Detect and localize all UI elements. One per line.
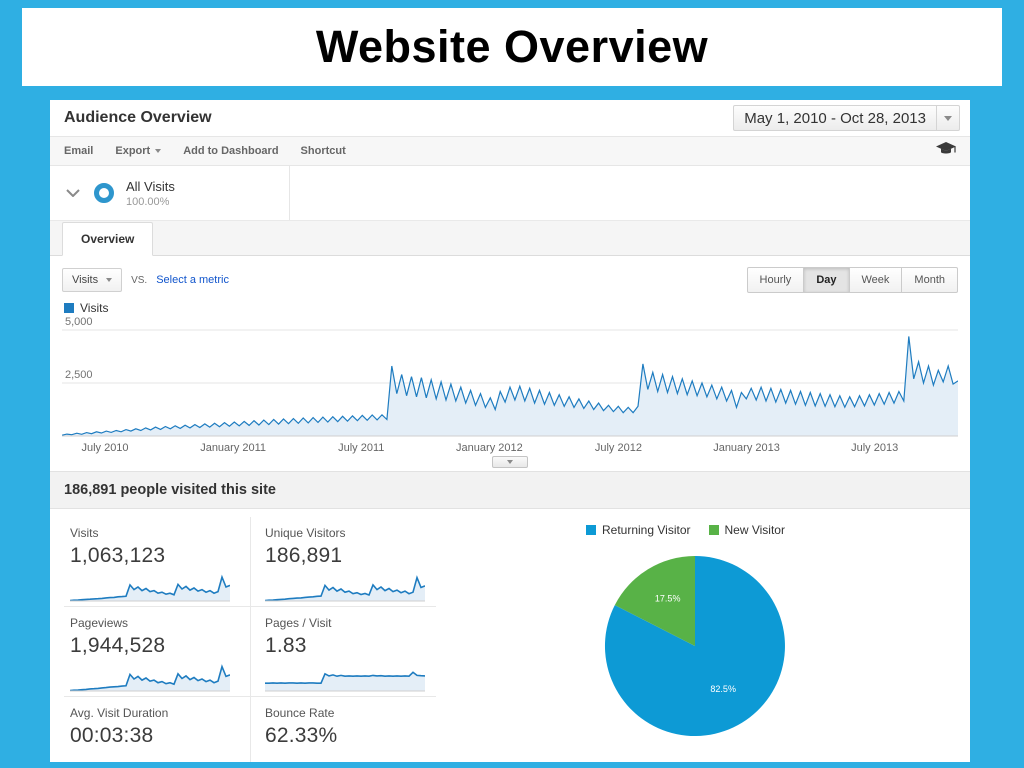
- granularity-week-button[interactable]: Week: [849, 267, 903, 293]
- export-button[interactable]: Export: [115, 145, 162, 157]
- tab-overview[interactable]: Overview: [62, 222, 154, 256]
- metric-value: 00:03:38: [70, 724, 154, 747]
- segment-all-visits[interactable]: All Visits 100.00%: [94, 166, 290, 220]
- metric-label: Visits: [70, 526, 99, 540]
- sparkline-chart: [70, 574, 230, 602]
- granularity-day-button[interactable]: Day: [804, 267, 850, 293]
- new-visitor-legend: New Visitor: [708, 523, 785, 537]
- metric-value: 1,063,123: [70, 544, 166, 567]
- metric-value: 1,944,528: [70, 634, 166, 657]
- metric-label: Bounce Rate: [265, 706, 335, 720]
- metrics-grid: Visits 1,063,123 Unique Visitors 186,891…: [64, 517, 436, 762]
- granularity-hourly-button[interactable]: Hourly: [746, 267, 805, 293]
- sparkline-chart: [265, 575, 425, 602]
- slide-title-band: Website Overview: [22, 8, 1002, 86]
- slide-title: Website Overview: [315, 21, 709, 72]
- granularity-month-button[interactable]: Month: [902, 267, 958, 293]
- metric-value: 62.33%: [265, 724, 338, 747]
- svg-text:17.5%: 17.5%: [655, 594, 681, 604]
- metric-label: Unique Visitors: [265, 526, 346, 540]
- chevron-down-icon[interactable]: [66, 189, 80, 197]
- metric-card-bounce-rate[interactable]: Bounce Rate 62.33%: [250, 697, 436, 762]
- visits-legend-swatch: [64, 303, 74, 313]
- visits-legend: Visits: [50, 299, 970, 319]
- x-axis-tick: January 2012: [456, 442, 523, 454]
- visits-area-chart: [62, 329, 958, 437]
- email-button[interactable]: Email: [64, 145, 94, 157]
- metric-value: 186,891: [265, 544, 343, 567]
- visitors-summary: 186,891 people visited this site: [50, 471, 970, 509]
- report-toolbar: Email Export Add to Dashboard Shortcut: [50, 136, 970, 166]
- x-axis-tick: January 2011: [200, 442, 267, 454]
- metric-card-unique-visitors[interactable]: Unique Visitors 186,891: [250, 517, 436, 607]
- report-title: Audience Overview: [64, 109, 212, 126]
- segment-row: All Visits 100.00%: [50, 166, 970, 220]
- segment-donut-icon: [94, 183, 114, 203]
- chart-controls: Visits vs. Select a metric Hourly Day We…: [50, 256, 970, 299]
- x-axis-labels: July 2010 January 2011 July 2011 January…: [62, 439, 958, 456]
- caret-down-icon: [944, 115, 952, 121]
- x-axis-tick: July 2010: [81, 442, 129, 454]
- visits-timeline-chart: 5,000 2,500: [62, 316, 958, 439]
- metric-value: 1.83: [265, 634, 307, 657]
- y-axis-tick: 2,500: [65, 369, 97, 381]
- date-range-selector[interactable]: May 1, 2010 - Oct 28, 2013: [733, 105, 960, 131]
- granularity-group: Hourly Day Week Month: [746, 267, 958, 293]
- metric-label: Pageviews: [70, 616, 129, 630]
- vs-label: vs.: [131, 274, 148, 286]
- pie-legend: Returning Visitor New Visitor: [586, 523, 970, 537]
- report-header: Audience Overview May 1, 2010 - Oct 28, …: [50, 100, 970, 136]
- visitor-type-section: Returning Visitor New Visitor 17.5% 82.5%: [436, 517, 970, 762]
- x-axis-tick: July 2011: [338, 442, 385, 454]
- visitor-type-pie-chart: 17.5% 82.5%: [604, 556, 785, 736]
- timeline-scrubber-row: [50, 456, 970, 471]
- segment-name: All Visits: [126, 178, 175, 194]
- caret-down-icon: [155, 149, 162, 153]
- analytics-panel: Audience Overview May 1, 2010 - Oct 28, …: [50, 100, 970, 762]
- segment-percent: 100.00%: [126, 195, 170, 208]
- returning-visitor-legend: Returning Visitor: [586, 523, 691, 537]
- add-to-dashboard-button[interactable]: Add to Dashboard: [183, 145, 279, 157]
- metric-label: Avg. Visit Duration: [70, 706, 169, 720]
- x-axis-tick: January 2013: [713, 442, 780, 454]
- graduation-cap-icon[interactable]: [936, 141, 956, 161]
- sparkline-chart: [265, 671, 425, 692]
- returning-visitor-swatch: [586, 525, 596, 535]
- caret-down-icon: [106, 278, 113, 282]
- metric-card-avg-visit-duration[interactable]: Avg. Visit Duration 00:03:38: [64, 697, 250, 762]
- svg-text:82.5%: 82.5%: [710, 684, 736, 694]
- shortcut-button[interactable]: Shortcut: [300, 145, 346, 157]
- date-range-text: May 1, 2010 - Oct 28, 2013: [744, 109, 926, 127]
- metric-card-pageviews[interactable]: Pageviews 1,944,528: [64, 607, 250, 697]
- metric-selector[interactable]: Visits: [62, 268, 123, 292]
- sparkline-chart: [70, 664, 230, 692]
- select-metric-link[interactable]: Select a metric: [156, 274, 229, 286]
- metrics-section: Visits 1,063,123 Unique Visitors 186,891…: [50, 509, 970, 762]
- metric-label: Pages / Visit: [265, 616, 332, 630]
- y-axis-tick: 5,000: [65, 316, 97, 328]
- metric-card-visits[interactable]: Visits 1,063,123: [64, 517, 250, 607]
- caret-down-icon: [507, 460, 513, 464]
- x-axis-tick: July 2012: [594, 442, 642, 454]
- visits-legend-label: Visits: [80, 301, 109, 315]
- x-axis-tick: July 2013: [851, 442, 899, 454]
- metric-card-pages-per-visit[interactable]: Pages / Visit 1.83: [250, 607, 436, 697]
- tab-strip: Overview: [50, 220, 970, 256]
- new-visitor-swatch: [708, 525, 719, 535]
- scrubber-handle[interactable]: [492, 456, 528, 468]
